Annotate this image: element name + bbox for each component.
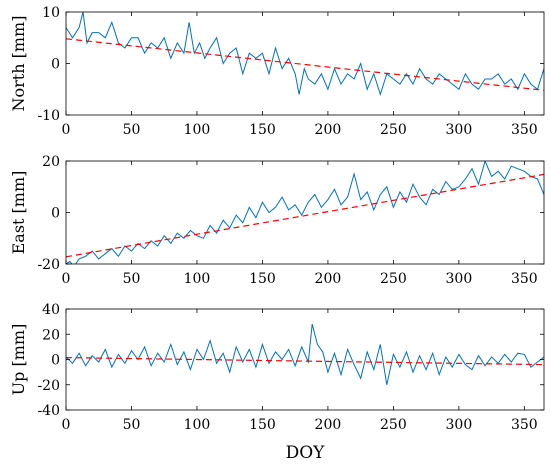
- east-x-tick-label: 50: [123, 271, 141, 287]
- up-y-tick-label: -20: [37, 378, 60, 394]
- east-trend-line: [66, 173, 544, 258]
- east-x-tick-label: 200: [315, 271, 342, 287]
- up-y-axis-label: Up [mm]: [9, 324, 28, 396]
- north-x-tick-label: 200: [315, 122, 342, 138]
- north-x-tick-label: 100: [184, 122, 211, 138]
- north-x-tick-label: 300: [446, 122, 473, 138]
- up-y-tick-label: 40: [42, 302, 60, 318]
- up-y-tick-label: 20: [42, 327, 60, 343]
- north-y-tick-label: -10: [37, 108, 60, 124]
- east-y-axis-label: East [mm]: [9, 171, 28, 255]
- up-series-line: [66, 323, 544, 385]
- east-x-tick-label: 100: [184, 271, 211, 287]
- up-x-tick-label: 150: [249, 417, 276, 433]
- north-y-tick-label: 0: [51, 57, 60, 73]
- north-x-tick-label: 50: [123, 122, 141, 138]
- up-y-tick-label: 0: [51, 353, 60, 369]
- north-x-tick-label: 150: [249, 122, 276, 138]
- north-series-line: [66, 12, 544, 97]
- east-y-tick-label: 20: [42, 154, 60, 170]
- up-x-tick-label: 50: [123, 417, 141, 433]
- up-x-tick-label: 300: [446, 417, 473, 433]
- east-x-tick-label: 350: [511, 271, 538, 287]
- north-x-tick-label: 0: [62, 122, 71, 138]
- east-series-line: [66, 161, 544, 264]
- east-y-tick-label: 0: [51, 206, 60, 222]
- up-x-tick-label: 0: [62, 417, 71, 433]
- up-x-tick-label: 200: [315, 417, 342, 433]
- north-y-axis-label: North [mm]: [9, 16, 28, 112]
- up-x-axis-label: DOY: [286, 443, 326, 463]
- east-x-tick-label: 150: [249, 271, 276, 287]
- north-y-tick-label: 10: [42, 5, 60, 21]
- up-x-tick-label: 350: [511, 417, 538, 433]
- east-x-tick-label: 0: [62, 271, 71, 287]
- up-x-tick-label: 250: [380, 417, 407, 433]
- north-axes-box: [65, 11, 545, 116]
- up-y-tick-label: -40: [37, 403, 60, 419]
- east-x-tick-label: 300: [446, 271, 473, 287]
- north-x-tick-label: 250: [380, 122, 407, 138]
- north-x-tick-label: 350: [511, 122, 538, 138]
- up-x-tick-label: 100: [184, 417, 211, 433]
- up-trend-line: [66, 357, 544, 366]
- east-x-tick-label: 250: [380, 271, 407, 287]
- north-trend-line: [66, 38, 544, 91]
- east-y-tick-label: -20: [37, 257, 60, 273]
- up-panel: 0 50 100 150 200 250 300 350 -40 -20 0 20 40 Up [mm] D…: [9, 302, 545, 463]
- east-axes-box: [65, 160, 545, 265]
